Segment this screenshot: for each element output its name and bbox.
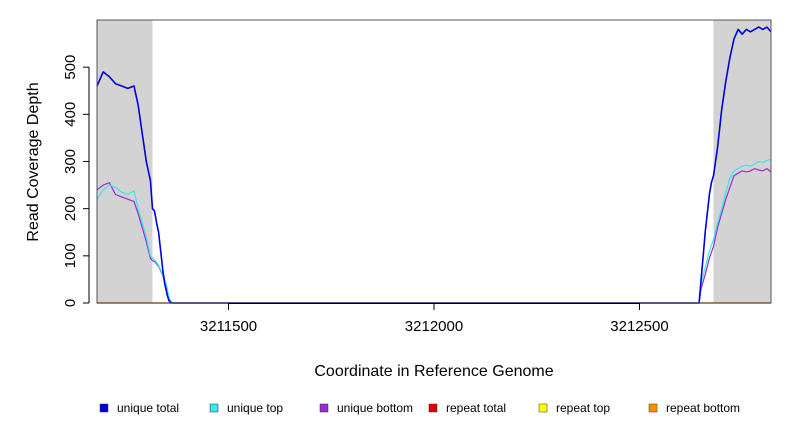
series-line-unique-bottom [96, 168, 772, 304]
legend: unique total unique top unique bottom repea… [99, 401, 740, 415]
y-tick-label: 400 [62, 102, 79, 127]
legend-swatch [209, 403, 219, 413]
series-lines [96, 26, 772, 304]
legend-item: repeat top [538, 401, 610, 415]
shaded-region-1 [713, 20, 771, 303]
y-tick-label: 200 [62, 196, 79, 221]
x-tick-label: 3212500 [610, 318, 668, 335]
y-tick-label: 100 [62, 243, 79, 268]
shaded-regions [97, 20, 771, 303]
legend-item: repeat total [428, 401, 506, 415]
series-line-unique-top [96, 158, 772, 304]
series-line-unique-total [96, 26, 772, 304]
legend-swatch [319, 403, 329, 413]
legend-swatch [428, 403, 438, 413]
legend-label: repeat total [446, 401, 506, 415]
axes: 0 100 200 300 400 500 3211500 3212000 3212500 [62, 55, 669, 335]
legend-item: unique bottom [319, 401, 413, 415]
legend-label: repeat top [556, 401, 610, 415]
x-axis-title: Coordinate in Reference Genome [314, 363, 553, 380]
shaded-region-0 [97, 20, 153, 303]
y-tick-label: 500 [62, 55, 79, 80]
x-tick-label: 3212000 [405, 318, 463, 335]
legend-swatch [648, 403, 658, 413]
legend-swatch [99, 403, 109, 413]
y-tick-label: 300 [62, 149, 79, 174]
legend-item: repeat bottom [648, 401, 740, 415]
legend-label: unique top [227, 401, 283, 415]
legend-item: unique top [209, 401, 283, 415]
plot-frame [96, 19, 772, 304]
y-tick-label: 0 [62, 299, 79, 307]
legend-item: unique total [99, 401, 179, 415]
legend-label: unique bottom [337, 401, 413, 415]
legend-label: repeat bottom [666, 401, 740, 415]
legend-swatch [538, 403, 548, 413]
legend-label: unique total [117, 401, 179, 415]
y-axis-title: Read Coverage Depth [25, 82, 42, 241]
x-tick-label: 3211500 [200, 318, 257, 335]
